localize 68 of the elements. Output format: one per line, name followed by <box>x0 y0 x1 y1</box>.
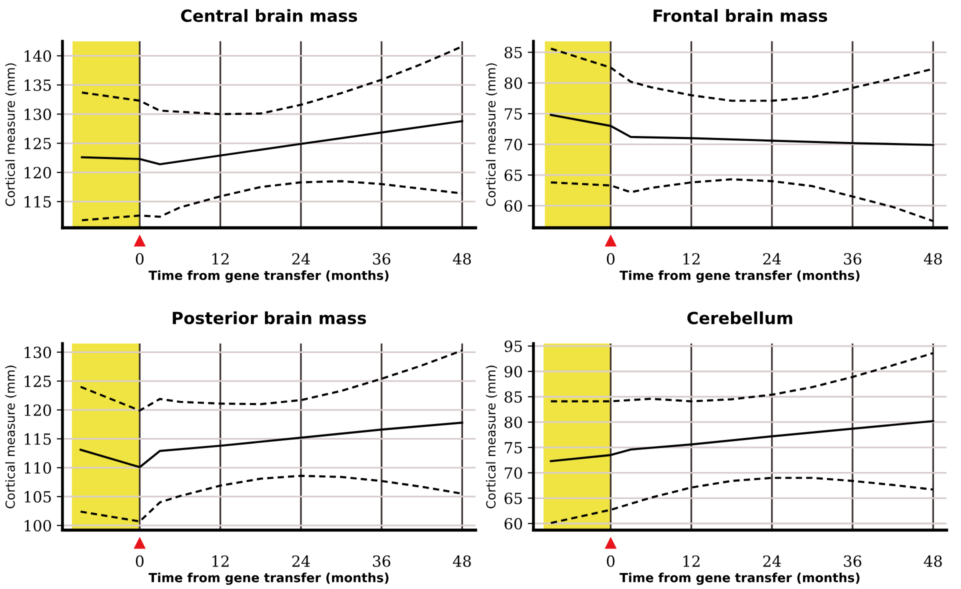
y-tick-label: 125 <box>24 138 51 150</box>
x-tick-label: 12 <box>212 253 229 264</box>
y-tick-label: 85 <box>504 391 522 403</box>
x-tick-label: 36 <box>844 253 862 265</box>
y-axis-title: Cortical measure (mm) <box>486 366 498 508</box>
line-series <box>550 420 934 462</box>
chart-title: Frontal brain mass <box>654 9 828 22</box>
x-axis-title: Time from gene transfer (months) <box>620 572 860 585</box>
line-series <box>80 422 464 468</box>
x-axis-title: Time from gene transfer (months) <box>148 572 388 585</box>
y-tick-label: 135 <box>24 79 51 91</box>
y-tick-label: 140 <box>24 50 52 62</box>
y-tick-label: 115 <box>24 196 51 208</box>
y-tick-label: 75 <box>504 442 522 454</box>
x-tick-label: 48 <box>452 555 471 567</box>
y-tick-label: 90 <box>504 366 522 378</box>
x-tick-label: 24 <box>292 555 310 567</box>
y-tick-label: 130 <box>24 108 52 120</box>
line-series <box>550 352 934 402</box>
y-tick-label: 105 <box>24 491 51 503</box>
y-tick-label: 65 <box>504 170 522 182</box>
x-tick-label: 0 <box>606 253 615 265</box>
y-tick-label: 85 <box>504 46 522 58</box>
x-tick-label: 0 <box>136 555 144 567</box>
x-axis-title: Time from gene transfer (months) <box>620 270 860 283</box>
y-tick-label: 115 <box>24 433 51 445</box>
x-tick-label: 48 <box>924 555 942 567</box>
y-tick-label: 65 <box>504 492 522 504</box>
y-axis-title: Cortical measure (mm) <box>5 366 16 508</box>
x-tick-label: 24 <box>763 555 781 567</box>
x-tick-label: 0 <box>136 253 144 265</box>
x-tick-label: 12 <box>683 253 700 264</box>
line-series <box>80 349 464 412</box>
chart-title: Central brain mass <box>181 9 358 22</box>
y-tick-label: 95 <box>504 340 522 352</box>
y-tick-label: 60 <box>504 200 522 212</box>
x-tick-label: 36 <box>844 555 862 567</box>
y-axis-title: Cortical measure (mm) <box>486 63 498 206</box>
x-tick-label: 48 <box>452 253 471 265</box>
line-series <box>550 114 934 146</box>
y-tick-label: 125 <box>24 376 51 388</box>
y-tick-label: 70 <box>504 138 522 150</box>
y-tick-label: 70 <box>504 467 522 479</box>
y-tick-label: 60 <box>504 518 522 530</box>
y-tick-label: 75 <box>504 108 522 120</box>
y-tick-label: 100 <box>24 520 52 532</box>
y-tick-label: 120 <box>24 404 52 416</box>
x-tick-label: 36 <box>373 555 390 567</box>
line-series <box>550 178 934 222</box>
y-axis-title: Cortical measure (mm) <box>5 63 16 206</box>
x-tick-label: 24 <box>763 253 781 264</box>
x-tick-label: 0 <box>606 555 615 567</box>
y-tick-label: 80 <box>504 416 522 428</box>
x-tick-label: 36 <box>373 253 390 265</box>
x-axis-title: Time from gene transfer (months) <box>148 270 388 283</box>
x-tick-label: 24 <box>292 253 310 264</box>
x-tick-label: 12 <box>212 555 229 567</box>
line-series <box>80 180 464 222</box>
y-tick-label: 120 <box>24 166 52 178</box>
y-tick-label: 130 <box>24 346 52 358</box>
chart-title: Posterior brain mass <box>172 311 366 324</box>
line-series <box>80 120 464 166</box>
x-tick-label: 48 <box>924 253 942 265</box>
line-series <box>550 476 934 524</box>
chart-title: Cerebellum <box>687 311 792 324</box>
y-tick-label: 110 <box>24 462 52 474</box>
x-tick-label: 12 <box>683 555 700 567</box>
y-tick-label: 80 <box>504 77 522 89</box>
